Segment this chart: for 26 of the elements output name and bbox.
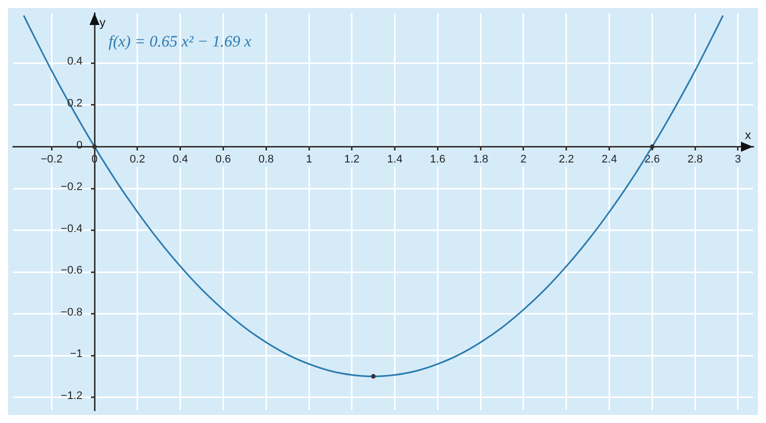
y-tick-label: −1 bbox=[70, 348, 83, 360]
text: f(x) = 0.65 x² − 1.69 x bbox=[108, 33, 252, 50]
x-tick-label: −0.2 bbox=[40, 153, 62, 166]
y-axis-title: y bbox=[100, 15, 106, 30]
x-tick-label: 2.2 bbox=[558, 153, 574, 166]
x-tick-label: 1.2 bbox=[344, 153, 360, 166]
x-tick-label: 0.2 bbox=[130, 153, 146, 166]
x-tick-label: 1.4 bbox=[387, 153, 402, 166]
x-tick-label: 2.4 bbox=[602, 153, 617, 166]
y-tick-label: −0.2 bbox=[60, 181, 83, 194]
y-tick-label: −0.4 bbox=[60, 222, 83, 235]
x-tick-label: 0.6 bbox=[216, 153, 231, 166]
x-tick-label: 3 bbox=[734, 153, 742, 166]
x-tick-label: 1.6 bbox=[430, 153, 446, 166]
y-tick-label: −0.8 bbox=[60, 306, 83, 318]
x-tick-label: 0.8 bbox=[258, 153, 274, 166]
x-tick-label: 2 bbox=[520, 153, 527, 166]
x-tick-label: 2.8 bbox=[687, 153, 703, 166]
y-tick-label: 0.4 bbox=[67, 56, 83, 68]
line-series bbox=[22, 14, 724, 378]
x-axis-title: x bbox=[745, 128, 751, 142]
y-tick-label: −0.6 bbox=[60, 264, 83, 277]
x-tick-label: 0.4 bbox=[172, 153, 188, 166]
y-tick-label: −1.2 bbox=[60, 390, 83, 402]
x-tick-label: 1 bbox=[306, 153, 312, 166]
x-tick-label: 1.8 bbox=[472, 153, 488, 166]
